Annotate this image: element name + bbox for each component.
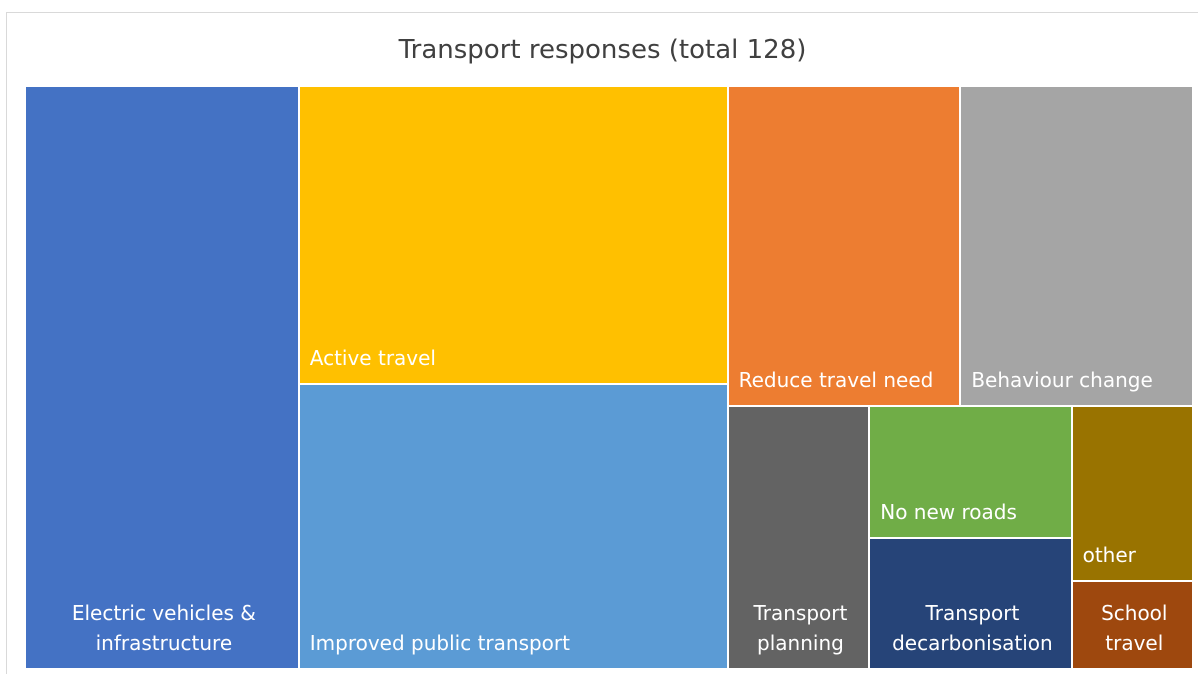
tile-label: Behaviour change (971, 368, 1153, 393)
treemap-tile: No new roads (870, 407, 1071, 537)
tile-label: School travel (1101, 600, 1168, 655)
tile-label: Improved public transport (309, 630, 570, 655)
treemap-tile: School travel (1072, 582, 1192, 668)
treemap-tile: Reduce travel need (728, 87, 960, 406)
tile-label: Transport decarbonisation (892, 600, 1053, 655)
treemap-tile: Behaviour change (961, 87, 1192, 406)
tile-label: Active travel (309, 345, 436, 370)
chart: Transport responses (total 128) Electric… (6, 12, 1198, 674)
tile-label: No new roads (880, 499, 1017, 524)
treemap-tile: Improved public transport (299, 384, 727, 668)
tile-label: Reduce travel need (738, 368, 934, 393)
treemap-tile: Electric vehicles & infrastructure (26, 87, 298, 668)
treemap-tile: Active travel (299, 87, 727, 383)
treemap-tile: other (1072, 407, 1192, 581)
tile-label: Electric vehicles & infrastructure (71, 601, 256, 655)
tile-label: Transport planning (753, 600, 848, 655)
tile-label: other (1082, 543, 1136, 568)
treemap-tile: Transport planning (728, 407, 869, 668)
chart-title: Transport responses (total 128) (398, 35, 807, 65)
treemap-tile: Transport decarbonisation (870, 538, 1071, 668)
